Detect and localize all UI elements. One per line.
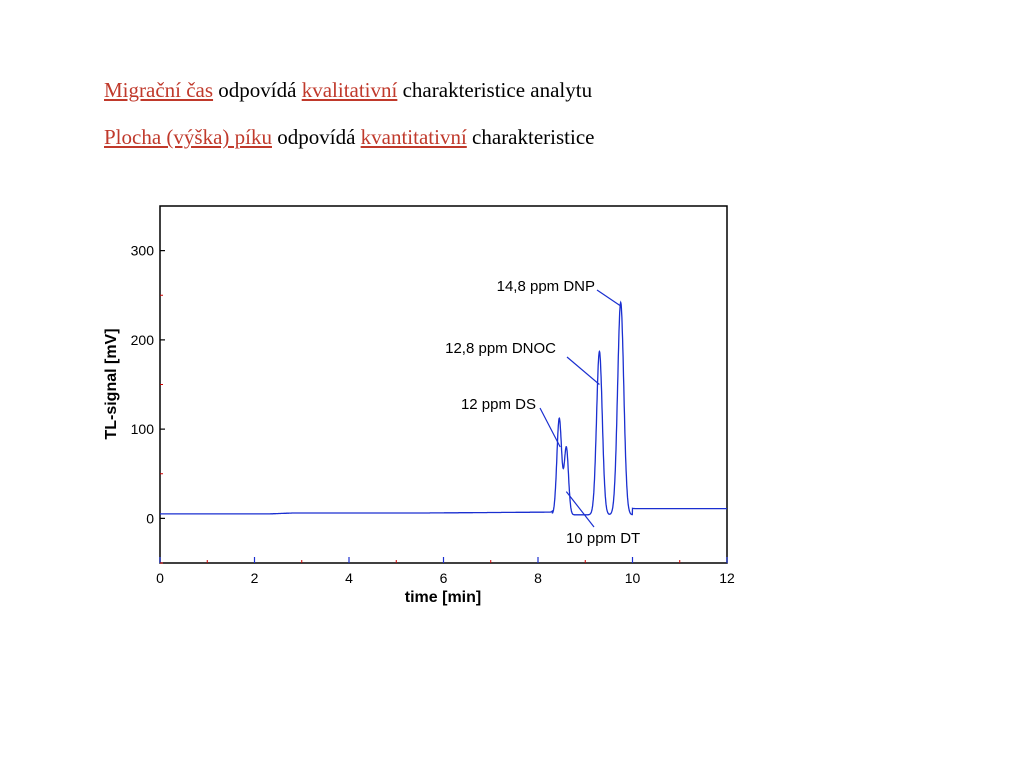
qualitative-link[interactable]: kvalitativní [301, 78, 398, 102]
annotation-label: 10 ppm DT [566, 530, 640, 547]
y-axis-label: TL-signal [mV] [103, 328, 120, 439]
annotation-leader [566, 356, 600, 385]
text-corresponds-2: odpovídá [271, 125, 361, 149]
peak-area-link[interactable]: Plocha (výška) píku [104, 125, 272, 149]
x-tick-label: 12 [719, 570, 735, 586]
x-tick-label: 4 [345, 570, 353, 586]
y-tick-label: 0 [146, 510, 154, 526]
text-rest-1: charakteristice analytu [397, 78, 593, 102]
text-corresponds-1: odpovídá [213, 78, 302, 102]
annotation-label: 12 ppm DS [461, 396, 536, 413]
annotation-label: 12,8 ppm DNOC [445, 340, 556, 357]
y-tick-label: 300 [131, 243, 155, 259]
x-tick-label: 2 [251, 570, 259, 586]
migration-time-link[interactable]: Migrační čas [104, 78, 214, 102]
annotation-leader [539, 407, 561, 448]
x-tick-label: 6 [440, 570, 448, 586]
x-axis-label: time [min] [405, 589, 481, 606]
y-tick-label: 200 [131, 332, 155, 348]
y-tick-label: 100 [131, 421, 155, 437]
quantitative-link[interactable]: kvantitativní [360, 125, 467, 149]
signal-trace [160, 300, 727, 516]
annotation-leader [565, 491, 595, 528]
heading-line-2: Plocha (výška) píku odpovídá kvantitativ… [104, 125, 594, 150]
text-rest-2: charakteristice [466, 125, 595, 149]
x-tick-label: 10 [625, 570, 641, 586]
annotation-label: 14,8 ppm DNP [497, 278, 595, 295]
plot-frame [159, 205, 728, 564]
annotation-leader [596, 289, 622, 307]
x-tick-label: 8 [534, 570, 542, 586]
x-tick-label: 0 [156, 570, 164, 586]
heading-line-1: Migrační čas odpovídá kvalitativní chara… [104, 78, 592, 103]
